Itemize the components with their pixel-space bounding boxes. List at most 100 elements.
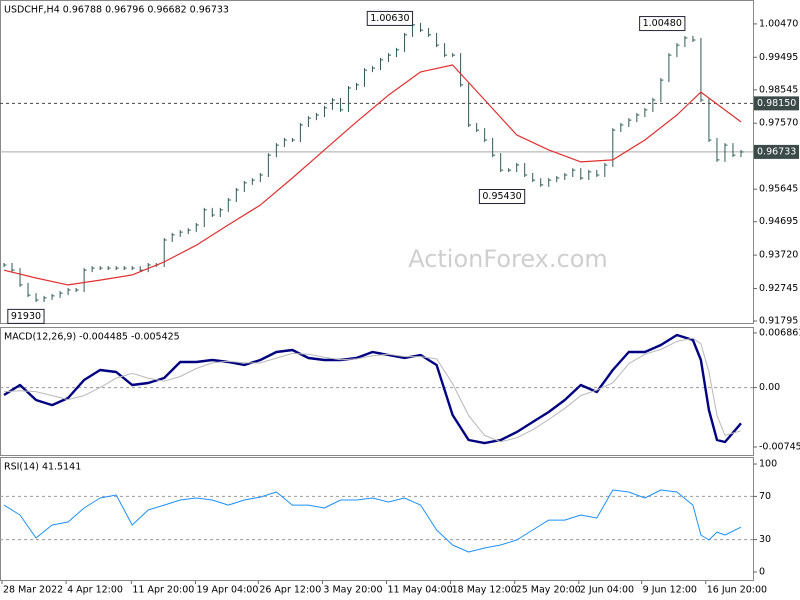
x-tick-label: 11 May 04:00	[388, 585, 453, 596]
annotation-label: 91930	[11, 311, 41, 322]
price-bar	[492, 138, 496, 158]
price-bar	[75, 288, 79, 293]
panel-title: MACD(12,26,9) -0.004485 -0.005425	[4, 332, 180, 343]
price-bar	[724, 143, 728, 162]
x-tick-label: 2 Jun 04:00	[580, 585, 634, 596]
price-bar	[83, 268, 87, 293]
price-bar	[251, 178, 255, 185]
price-bar	[315, 113, 319, 121]
price-bar	[652, 97, 656, 112]
price-bar	[27, 282, 31, 298]
y-tick-label: 100	[759, 459, 777, 470]
price-bar	[388, 53, 392, 62]
price-bar	[444, 43, 448, 58]
price-bar	[692, 35, 696, 43]
price-bar	[171, 232, 175, 243]
price-bar	[532, 172, 536, 183]
price-bar	[500, 153, 504, 173]
price-bar	[676, 43, 680, 58]
x-tick-label: 9 Jun 12:00	[643, 585, 697, 596]
annotation-box	[639, 16, 686, 32]
x-tick-label: 16 Jun 20:00	[707, 585, 767, 596]
y-tick-label: 70	[759, 491, 771, 502]
price-bar	[19, 268, 23, 287]
x-tick-label: 18 May 12:00	[452, 585, 517, 596]
price-bar	[147, 263, 151, 273]
x-tick-label: 19 Apr 04:00	[196, 585, 258, 596]
price-bar	[636, 113, 640, 123]
price-bar	[11, 263, 15, 273]
price-bar	[323, 105, 327, 118]
price-bar	[620, 122, 624, 133]
y-tick-label: 0.92745	[759, 283, 798, 294]
price-bar	[243, 180, 247, 193]
price-bar	[700, 38, 704, 102]
y-tick-label: 30	[759, 534, 771, 545]
y-tick-label: 0.99495	[759, 52, 798, 63]
price-bar	[59, 291, 63, 298]
price-label-box	[754, 96, 799, 111]
y-tick-label: 0.95645	[759, 184, 798, 195]
price-bar	[484, 128, 488, 143]
x-tick-label: 28 Mar 2022	[3, 585, 63, 596]
price-bar	[267, 153, 271, 177]
price-bar	[716, 138, 720, 162]
price-bar	[339, 97, 343, 112]
annotation-box	[478, 189, 526, 205]
price-bar	[684, 35, 688, 48]
price-bar	[51, 293, 55, 300]
y-tick-label: 0.93720	[759, 250, 798, 261]
price-bar	[107, 266, 111, 271]
price-bar	[572, 168, 576, 177]
series-line	[3, 64, 742, 286]
y-tick-label: -0.007454	[759, 441, 800, 452]
price-bar	[187, 228, 191, 235]
price-bar	[660, 78, 664, 102]
price-bar	[91, 266, 95, 273]
price-bar	[420, 22, 424, 33]
price-bar	[468, 82, 472, 127]
y-tick-label: 0.97570	[759, 118, 798, 129]
price-bar	[131, 266, 135, 271]
price-bar	[708, 97, 712, 143]
price-bar	[355, 82, 359, 90]
price-bar	[644, 107, 648, 118]
annotation-label: 1.00480	[643, 18, 682, 29]
y-tick-label: 0.006861	[759, 327, 800, 338]
price-bar	[460, 53, 464, 87]
price-bar	[331, 97, 335, 110]
price-bar	[347, 85, 351, 112]
price-bar	[740, 149, 744, 158]
price-bar	[380, 57, 384, 71]
price-bar	[628, 118, 632, 127]
price-bar	[668, 53, 672, 83]
price-label: 0.96733	[757, 146, 796, 157]
panel-frame	[0, 327, 754, 456]
price-bar	[516, 163, 520, 173]
price-bar	[227, 197, 231, 212]
price-bar	[203, 207, 207, 227]
annotation-box	[7, 308, 45, 324]
price-bar	[99, 266, 103, 271]
price-bar	[476, 122, 480, 133]
y-tick-label: 0.98545	[759, 84, 798, 95]
price-bar	[115, 266, 119, 271]
y-tick-label: 0.94695	[759, 216, 798, 227]
price-bar	[452, 53, 456, 58]
annotation-label: 0.95430	[482, 191, 521, 202]
y-tick-label: 0.00	[759, 382, 780, 393]
price-bar	[35, 293, 39, 302]
price-bar	[540, 178, 544, 187]
price-bar	[428, 28, 432, 37]
price-bar	[195, 222, 199, 233]
panel-title: USDCHF,H4 0.96788 0.96796 0.96682 0.9673…	[4, 5, 229, 16]
panel-frame	[0, 457, 754, 581]
price-bar	[291, 138, 295, 143]
price-bar	[524, 163, 528, 177]
x-tick-label: 4 Apr 12:00	[67, 585, 123, 596]
watermark: ActionForex.com	[408, 245, 608, 273]
price-bar	[580, 168, 584, 181]
price-bar	[67, 288, 71, 296]
